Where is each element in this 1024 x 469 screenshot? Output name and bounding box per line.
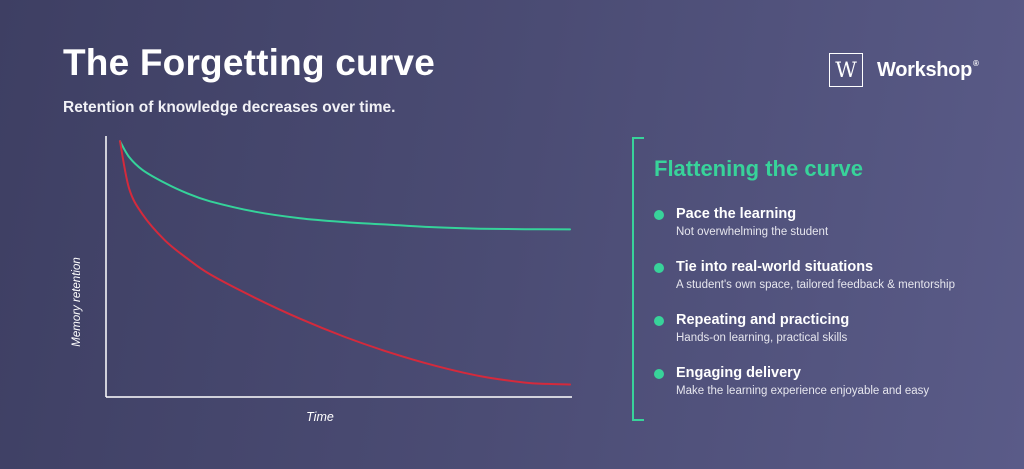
item-title: Pace the learning: [676, 206, 797, 222]
item-title: Tie into real-world situations: [676, 259, 874, 275]
forgetting-curve-chart: Memory retention Time: [71, 136, 572, 424]
registered-mark: ®: [973, 58, 979, 68]
list-item: Engaging delivery Make the learning expe…: [654, 364, 955, 417]
page-subtitle: Retention of knowledge decreases over ti…: [63, 99, 396, 116]
x-axis-label: Time: [306, 410, 334, 424]
series-line-1: [119, 140, 571, 231]
series-line-2: [119, 140, 571, 386]
item-desc: Hands-on learning, practical skills: [676, 332, 848, 344]
panel-bracket: [632, 137, 644, 421]
panel-title: Flattening the curve: [654, 156, 864, 181]
item-desc: A student's own space, tailored feedback…: [676, 279, 955, 291]
logo-mark: W: [829, 53, 863, 87]
flattening-panel: Flattening the curve Pace the learning N…: [632, 137, 1012, 421]
item-desc: Make the learning experience enjoyable a…: [676, 385, 930, 397]
y-axis-label: Memory retention: [71, 257, 83, 346]
list-item: Tie into real-world situations A student…: [654, 258, 955, 311]
bullet-dot: [654, 210, 664, 220]
list-item: Pace the learning Not overwhelming the s…: [654, 205, 955, 258]
item-title: Engaging delivery: [676, 365, 801, 381]
page-title: The Forgetting curve: [63, 42, 435, 83]
bullet-dot: [654, 316, 664, 326]
brand-name-text: Workshop: [877, 58, 973, 81]
series-layer: [119, 140, 571, 386]
item-desc: Not overwhelming the student: [676, 226, 829, 238]
list-item: Repeating and practicing Hands-on learni…: [654, 311, 955, 364]
bullet-dot: [654, 263, 664, 273]
tips-list: Pace the learning Not overwhelming the s…: [654, 205, 955, 417]
bullet-dot: [654, 369, 664, 379]
brand-name: Workshop®: [877, 59, 979, 82]
item-title: Repeating and practicing: [676, 312, 850, 328]
workshop-logo: W Workshop®: [829, 53, 979, 87]
